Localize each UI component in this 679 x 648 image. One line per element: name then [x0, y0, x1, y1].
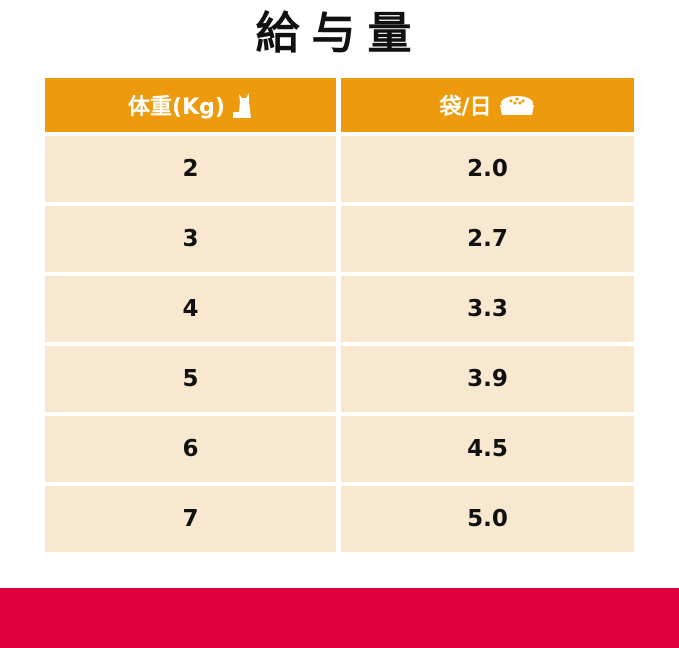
amount-cell: 2.0: [341, 136, 634, 202]
header-weight: 体重(Kg): [45, 78, 336, 132]
amount-cell: 3.3: [341, 276, 634, 342]
header-weight-label: 体重(Kg): [128, 95, 225, 120]
feeding-table: 体重(Kg) 袋/日 2 2.0 3 2.7 4 3.3 5 3.9 6 4.5…: [45, 78, 634, 552]
weight-cell: 5: [45, 346, 336, 412]
footer-band: [0, 588, 679, 648]
page-title: 給与量: [255, 8, 424, 59]
weight-cell: 6: [45, 416, 336, 482]
amount-cell: 4.5: [341, 416, 634, 482]
amount-cell: 3.9: [341, 346, 634, 412]
cat-icon: [231, 92, 253, 118]
food-bowl-icon: [498, 94, 536, 116]
weight-cell: 2: [45, 136, 336, 202]
header-amount-label: 袋/日: [439, 95, 492, 120]
weight-cell: 3: [45, 206, 336, 272]
amount-cell: 5.0: [341, 486, 634, 552]
amount-cell: 2.7: [341, 206, 634, 272]
header-amount: 袋/日: [341, 78, 634, 132]
weight-cell: 4: [45, 276, 336, 342]
weight-cell: 7: [45, 486, 336, 552]
